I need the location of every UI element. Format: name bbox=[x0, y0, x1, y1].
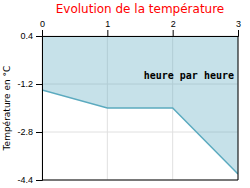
tick-mark bbox=[36, 36, 42, 37]
tick: -2.8 bbox=[17, 127, 42, 137]
grid-line bbox=[238, 36, 239, 180]
tick-label: 3 bbox=[236, 19, 241, 29]
tick: 0.4 bbox=[20, 31, 42, 41]
tick: 3 bbox=[236, 19, 241, 36]
tick-mark bbox=[36, 180, 42, 181]
tick: 2 bbox=[171, 19, 176, 36]
annotation: heure par heure bbox=[144, 70, 234, 81]
tick-label: 0.4 bbox=[20, 31, 33, 41]
tick-mark bbox=[42, 30, 43, 36]
tick: 0 bbox=[40, 19, 45, 36]
tick-label: -4.4 bbox=[17, 175, 33, 185]
tick: 1 bbox=[105, 19, 110, 36]
chart: 0 1 2 3 0.4 -1.2 -2.8 -4.4 heure par heure Evolut… bbox=[0, 0, 250, 188]
tick-label: 1 bbox=[105, 19, 110, 29]
grid bbox=[42, 36, 238, 180]
frame bbox=[42, 180, 238, 181]
tick-mark bbox=[238, 30, 239, 36]
tick-label: 2 bbox=[171, 19, 176, 29]
x-axis: 0 1 2 3 bbox=[40, 19, 241, 37]
marks bbox=[42, 36, 238, 174]
tick-label: -1.2 bbox=[17, 79, 33, 89]
title: Evolution de la température bbox=[56, 2, 225, 16]
tick-label: -2.8 bbox=[17, 127, 33, 137]
area bbox=[42, 36, 238, 174]
tick: -4.4 bbox=[17, 175, 42, 185]
tick-label: 0 bbox=[40, 19, 45, 29]
y-label: Température en °C bbox=[2, 66, 12, 152]
axis-line bbox=[36, 37, 43, 181]
tick-mark bbox=[36, 84, 42, 85]
tick-mark bbox=[107, 30, 108, 36]
tick: -1.2 bbox=[17, 79, 42, 89]
line bbox=[42, 90, 238, 174]
tick-mark bbox=[173, 30, 174, 36]
grid-line bbox=[42, 180, 238, 181]
frame bbox=[238, 36, 239, 180]
plot: 0 1 2 3 0.4 -1.2 -2.8 -4.4 heure par heure bbox=[17, 19, 241, 185]
tick-mark bbox=[36, 132, 42, 133]
axis-line bbox=[43, 30, 239, 37]
y-axis: 0.4 -1.2 -2.8 -4.4 bbox=[17, 31, 42, 185]
